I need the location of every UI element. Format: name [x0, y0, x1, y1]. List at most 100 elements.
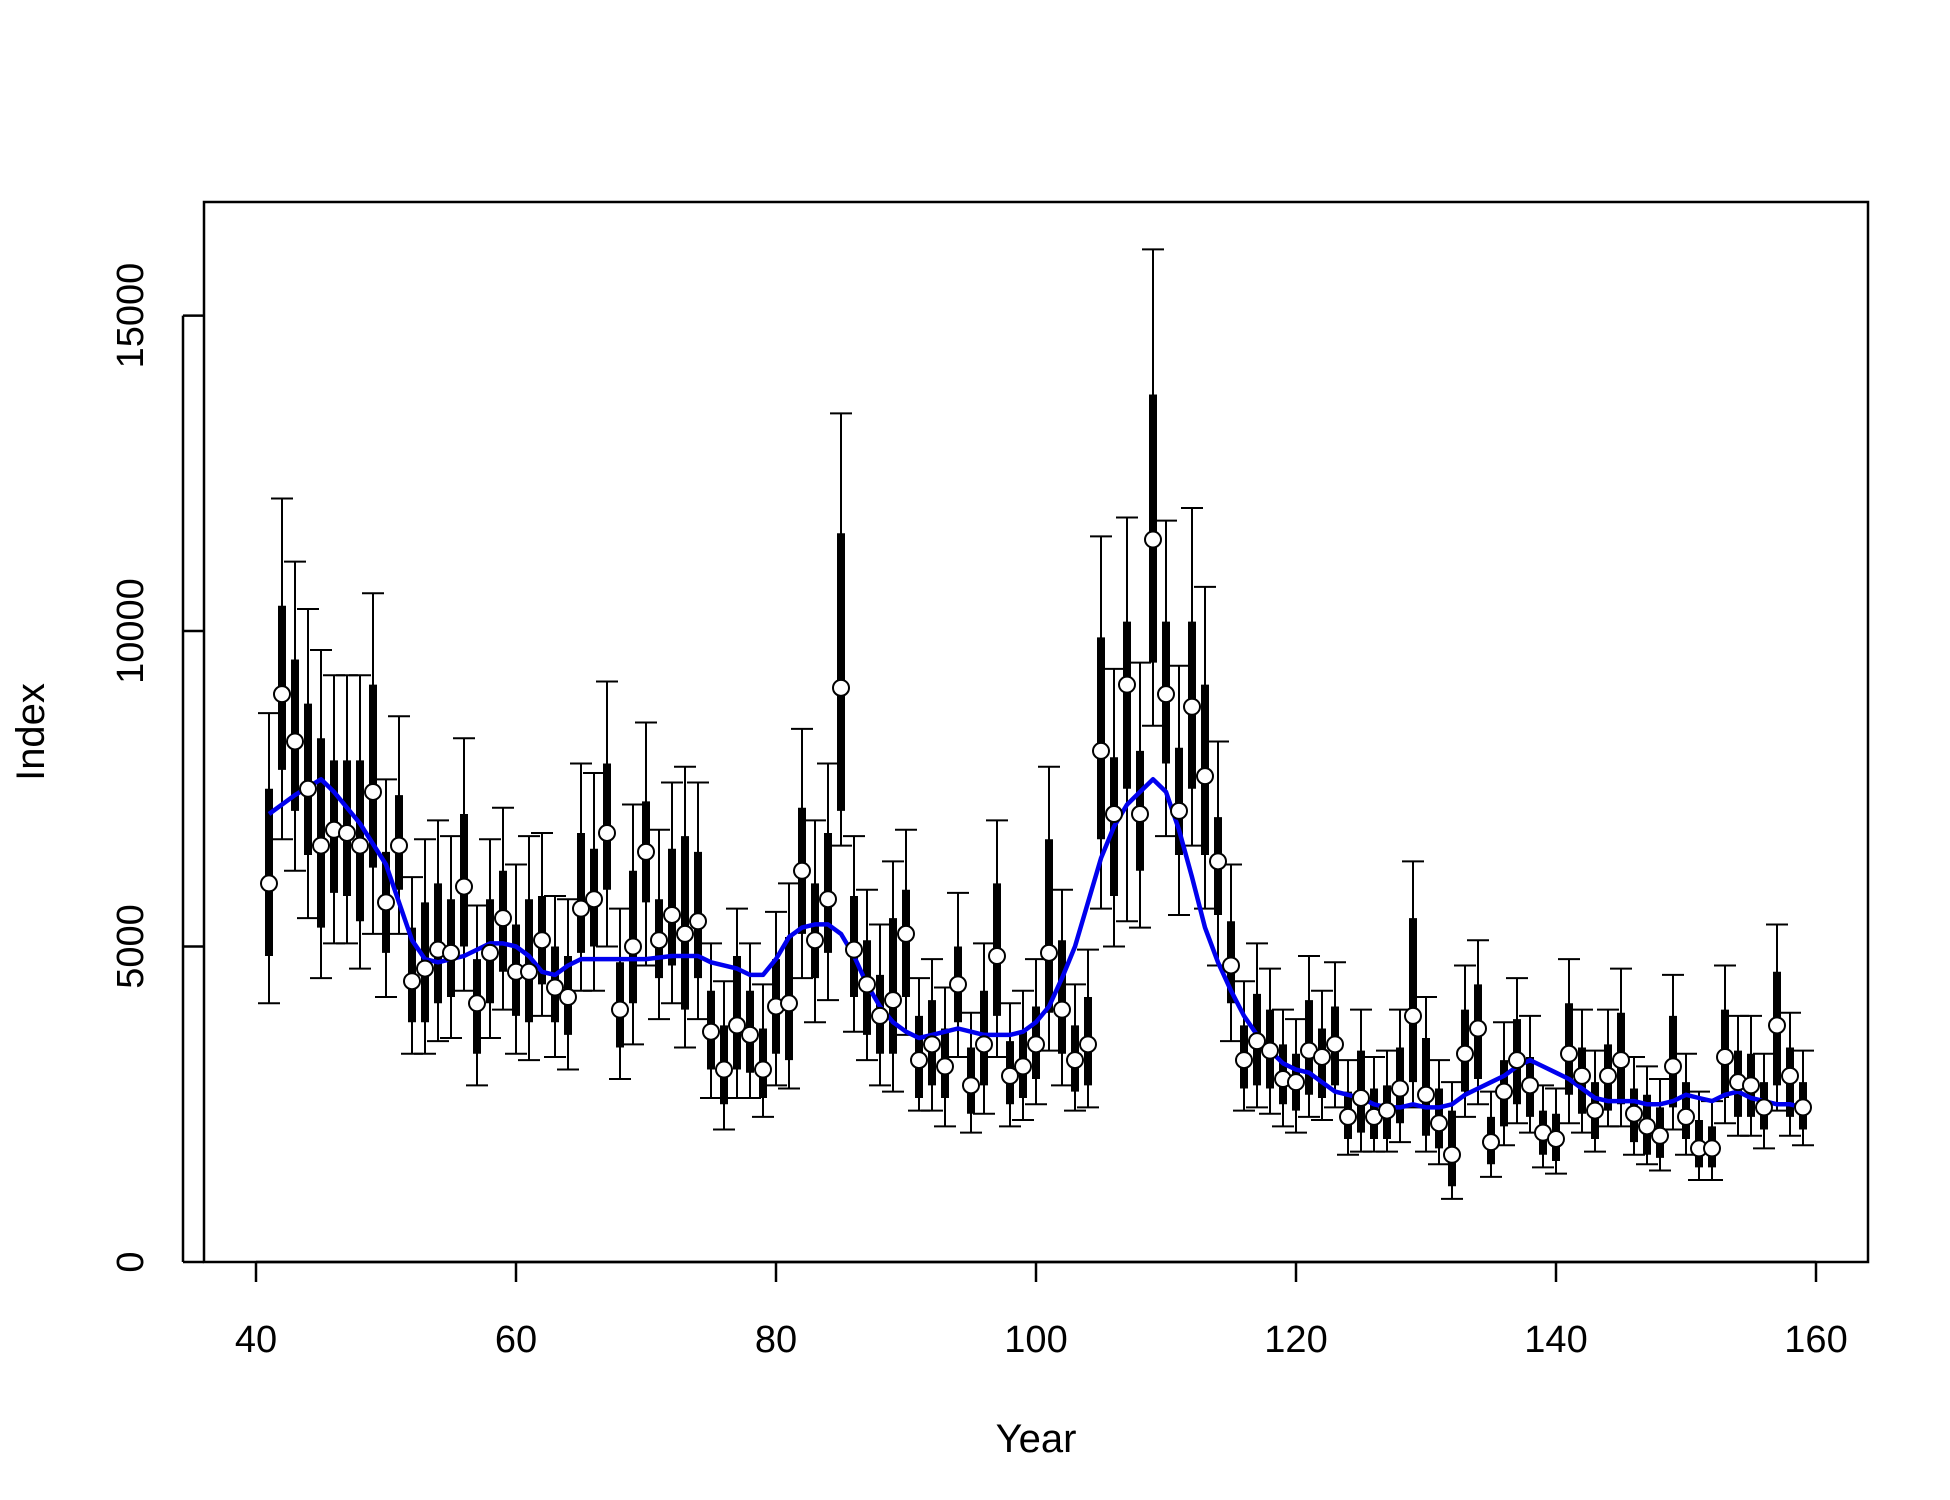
x-tick-label: 160	[1784, 1319, 1847, 1361]
data-point	[598, 823, 616, 842]
y-axis: 0 5000 10000 15000	[110, 263, 204, 1273]
data-point	[1066, 1051, 1084, 1070]
y-tick-label: 0	[110, 1251, 152, 1272]
data-point	[416, 959, 434, 978]
x-tick-label: 80	[755, 1319, 797, 1361]
data-point	[1703, 1139, 1721, 1158]
data-point	[1287, 1073, 1305, 1092]
smooth-line	[267, 777, 1804, 1110]
data-point	[1586, 1101, 1604, 1120]
data-point	[650, 931, 668, 950]
data-point	[962, 1076, 980, 1095]
x-tick-label: 120	[1264, 1319, 1327, 1361]
data-point	[442, 943, 460, 962]
data-point	[819, 890, 837, 909]
data-point	[1170, 801, 1188, 820]
data-point	[1248, 1032, 1266, 1051]
data-point	[1625, 1104, 1643, 1123]
data-point	[1417, 1085, 1435, 1104]
data-point	[923, 1035, 941, 1054]
data-point	[1144, 530, 1162, 549]
data-point	[793, 861, 811, 880]
data-point	[1469, 1019, 1487, 1038]
data-point	[533, 931, 551, 950]
data-point	[260, 874, 278, 893]
data-point	[273, 685, 291, 704]
data-point	[1339, 1107, 1357, 1126]
data-point	[1716, 1047, 1734, 1066]
data-point	[728, 1016, 746, 1035]
data-point	[1560, 1044, 1578, 1063]
data-point	[1638, 1117, 1656, 1136]
x-tick-label: 140	[1524, 1319, 1587, 1361]
data-point	[1001, 1066, 1019, 1085]
data-point	[1495, 1082, 1513, 1101]
data-point	[897, 924, 915, 943]
data-point	[1547, 1129, 1565, 1148]
data-point	[780, 994, 798, 1013]
data-point	[1053, 1000, 1071, 1019]
plot-area	[258, 248, 1814, 1200]
data-point	[1768, 1016, 1786, 1035]
data-point	[559, 988, 577, 1006]
data-point	[1664, 1057, 1682, 1076]
data-point	[1313, 1047, 1331, 1066]
data-point	[364, 782, 382, 801]
data-point	[975, 1035, 993, 1054]
data-point	[1092, 741, 1110, 760]
data-point	[1742, 1076, 1760, 1095]
data-point	[1105, 805, 1123, 824]
data-point	[481, 943, 499, 962]
data-point	[702, 1022, 720, 1041]
data-point	[1196, 767, 1214, 786]
data-point	[1599, 1066, 1617, 1085]
data-point	[1118, 675, 1136, 694]
data-point	[1326, 1035, 1344, 1054]
x-axis-title: Year	[996, 1417, 1077, 1461]
data-point	[1794, 1098, 1812, 1117]
data-point	[1209, 852, 1227, 871]
data-point	[1651, 1126, 1669, 1145]
data-point	[312, 836, 330, 855]
data-point	[351, 836, 369, 855]
data-point	[676, 924, 694, 943]
x-tick-label: 100	[1004, 1319, 1067, 1361]
x-axis: 40 60 80 100 120 140 160	[235, 1260, 1848, 1361]
data-point	[1482, 1133, 1500, 1152]
data-point	[299, 779, 317, 798]
data-point	[936, 1057, 954, 1076]
data-point	[1521, 1076, 1539, 1095]
data-point	[949, 975, 967, 994]
x-tick-label: 60	[495, 1319, 537, 1361]
data-point	[494, 909, 512, 928]
data-point	[1131, 805, 1149, 824]
data-point	[611, 1000, 629, 1019]
data-point	[1079, 1035, 1097, 1054]
data-point	[1781, 1066, 1799, 1085]
y-tick-label: 15000	[110, 263, 152, 369]
data-point	[1404, 1006, 1422, 1025]
data-point	[1040, 943, 1058, 962]
data-point	[1352, 1088, 1370, 1107]
y-tick-label: 5000	[110, 904, 152, 989]
data-point	[1261, 1041, 1279, 1060]
data-point	[1378, 1101, 1396, 1120]
data-point	[1183, 697, 1201, 716]
data-point	[845, 940, 863, 959]
data-point	[884, 991, 902, 1010]
data-point	[988, 946, 1006, 965]
data-point	[715, 1060, 733, 1079]
data-point	[585, 890, 603, 909]
data-point	[572, 899, 590, 918]
data-point	[1430, 1114, 1448, 1133]
data-point	[1014, 1057, 1032, 1076]
data-point	[286, 732, 304, 751]
data-point	[754, 1060, 772, 1079]
data-point	[689, 912, 707, 931]
y-axis-title: Index	[9, 683, 53, 781]
data-point	[1235, 1051, 1253, 1070]
y-tick-label: 10000	[110, 578, 152, 684]
data-point	[377, 893, 395, 912]
data-point	[1677, 1107, 1695, 1126]
